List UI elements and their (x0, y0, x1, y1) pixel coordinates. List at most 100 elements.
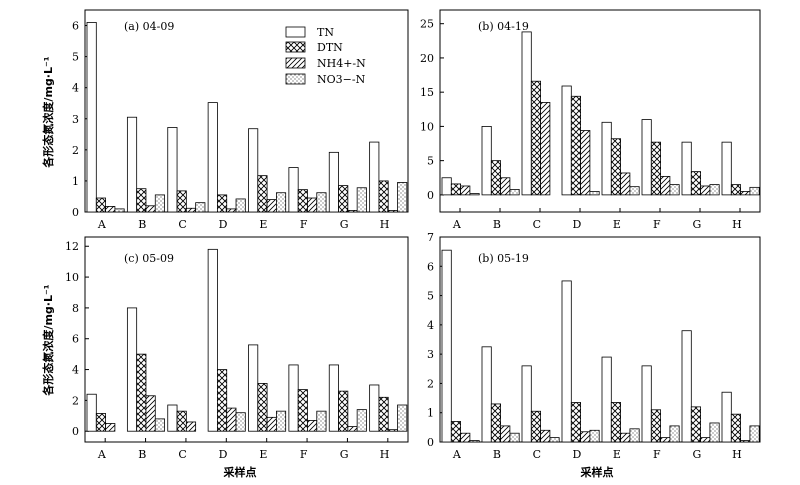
y-tick-label: 3 (427, 348, 434, 361)
bar-nh4-E (266, 416, 277, 432)
bar-nh4-H (387, 429, 398, 432)
bar-nh4-G (700, 437, 711, 443)
bar-no3-D (589, 429, 600, 443)
x-tick-label: H (380, 218, 390, 231)
bar-tn-C (521, 31, 532, 196)
bar-nh4-G (700, 185, 711, 196)
bar-no3-C (549, 437, 560, 443)
bar-tn-F (288, 364, 299, 432)
bar-tn-H (369, 141, 380, 213)
legend-label-tn: TN (317, 26, 334, 39)
panel-2: 0 5 10 15 20 25 A B C D E F G H (b) 04-19 (420, 9, 761, 231)
bar-nh4-H (740, 191, 751, 196)
x-tick-label: D (572, 448, 581, 461)
bar-tn-F (288, 167, 299, 213)
bar-tn-H (721, 391, 732, 443)
plot-frame (439, 9, 761, 213)
x-tick-label: G (692, 448, 701, 461)
y-tick-label: 0 (427, 436, 434, 449)
bar-dtn-D (570, 402, 581, 443)
bar-no3-G (356, 187, 367, 213)
bar-tn-H (721, 141, 732, 196)
x-axis-label-left: 采样点 (223, 465, 257, 479)
plot-frame (84, 236, 409, 443)
bar-dtn-A (95, 413, 107, 432)
y-tick-label: 0 (427, 189, 434, 202)
bar-dtn-G (690, 171, 701, 196)
bar-dtn-C (530, 80, 541, 196)
bar-nh4-B (500, 177, 511, 196)
panel-3: 0 2 4 6 8 10 12 A B C D E F G H (c) 05-09 (65, 236, 409, 461)
bar-tn-E (248, 344, 259, 432)
x-tick-label: F (653, 448, 661, 461)
y-tick-label: 1 (72, 175, 79, 188)
bar-dtn-E (257, 383, 268, 432)
bar-dtn-G (338, 185, 349, 213)
bar-nh4-B (500, 425, 511, 443)
panel-title: (b) 04-19 (478, 20, 529, 33)
bar-tn-C (521, 365, 532, 443)
bar-no3-D (235, 412, 246, 432)
y-tick-label: 2 (72, 394, 79, 407)
bar-dtn-H (378, 180, 389, 213)
bar-dtn-G (338, 390, 349, 432)
bar-nh4-G (347, 210, 358, 213)
bar-no3-G (356, 409, 367, 432)
x-tick-label: C (178, 218, 186, 231)
bar-nh4-C (540, 102, 551, 196)
bar-dtn-F (650, 409, 661, 443)
bar-nh4-D (226, 208, 237, 213)
bar-no3-B (154, 418, 165, 432)
bar-nh4-C (185, 207, 197, 213)
y-tick-label: 5 (427, 155, 434, 168)
y-tick-label: 5 (427, 290, 434, 303)
bar-nh4-F (307, 420, 318, 432)
bar-tn-D (561, 85, 572, 196)
bar-no3-D (589, 191, 600, 196)
bar-no3-E (275, 410, 287, 432)
legend-swatch-nh4 (285, 57, 306, 69)
y-tick-label: 4 (427, 319, 434, 332)
y-tick-label: 4 (72, 82, 79, 95)
x-tick-label: H (380, 448, 390, 461)
bar-dtn-C (176, 410, 187, 432)
y-tick-label: 6 (72, 333, 79, 346)
bar-tn-H (369, 384, 380, 432)
bar-tn-F (641, 365, 652, 443)
bar-no3-A (114, 208, 125, 213)
bar-tn-A (441, 249, 452, 443)
y-tick-label: 6 (72, 20, 79, 33)
y-tick-label: 0 (72, 425, 79, 438)
bar-tn-F (641, 119, 652, 196)
x-tick-label: D (219, 448, 228, 461)
x-tick-label: B (138, 448, 146, 461)
bar-dtn-E (610, 138, 621, 196)
x-tick-label: C (533, 448, 541, 461)
x-tick-label: A (97, 448, 107, 461)
x-tick-label: B (138, 218, 146, 231)
bar-nh4-H (740, 440, 751, 443)
bar-dtn-A (450, 421, 461, 443)
x-tick-label: E (613, 448, 621, 461)
panel-title: (b) 05-19 (478, 252, 529, 265)
bar-dtn-D (217, 369, 228, 432)
panel-title: (c) 05-09 (124, 252, 174, 265)
bar-dtn-B (490, 160, 501, 196)
bar-tn-A (86, 22, 97, 213)
bar-tn-B (126, 116, 138, 213)
bar-tn-B (126, 307, 138, 432)
bar-tn-D (561, 280, 572, 443)
panel-1: 0 1 2 3 4 5 6 A B C D E F G H (a) 04-09 (72, 9, 409, 231)
x-tick-label: H (732, 448, 742, 461)
x-tick-label: E (259, 218, 267, 231)
bar-nh4-H (387, 210, 398, 213)
bar-tn-G (681, 141, 692, 196)
bar-nh4-A (460, 185, 471, 196)
bar-tn-G (681, 330, 692, 443)
legend-label-dtn: DTN (317, 41, 343, 54)
y-tick-label: 5 (72, 51, 79, 64)
x-tick-label: A (97, 218, 107, 231)
y-tick-label: 0 (72, 206, 79, 219)
